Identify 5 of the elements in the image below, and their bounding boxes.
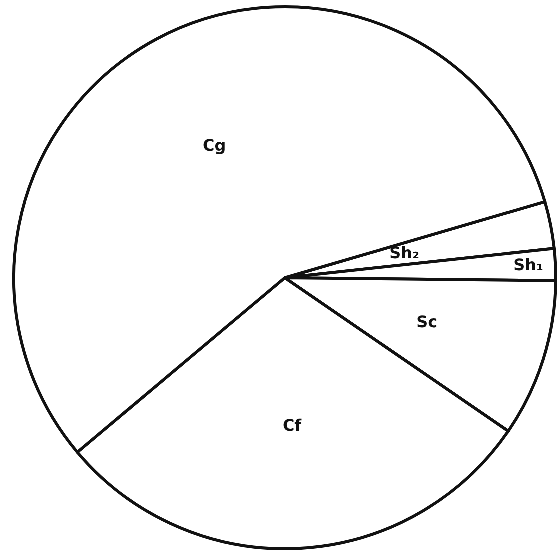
slice-label: Sh₁	[514, 255, 544, 274]
slice-label: Cf	[282, 416, 303, 436]
slice-label: Cg	[203, 136, 226, 155]
slice-label: Sh₂	[390, 244, 420, 263]
slice-label: Sc	[416, 312, 438, 332]
